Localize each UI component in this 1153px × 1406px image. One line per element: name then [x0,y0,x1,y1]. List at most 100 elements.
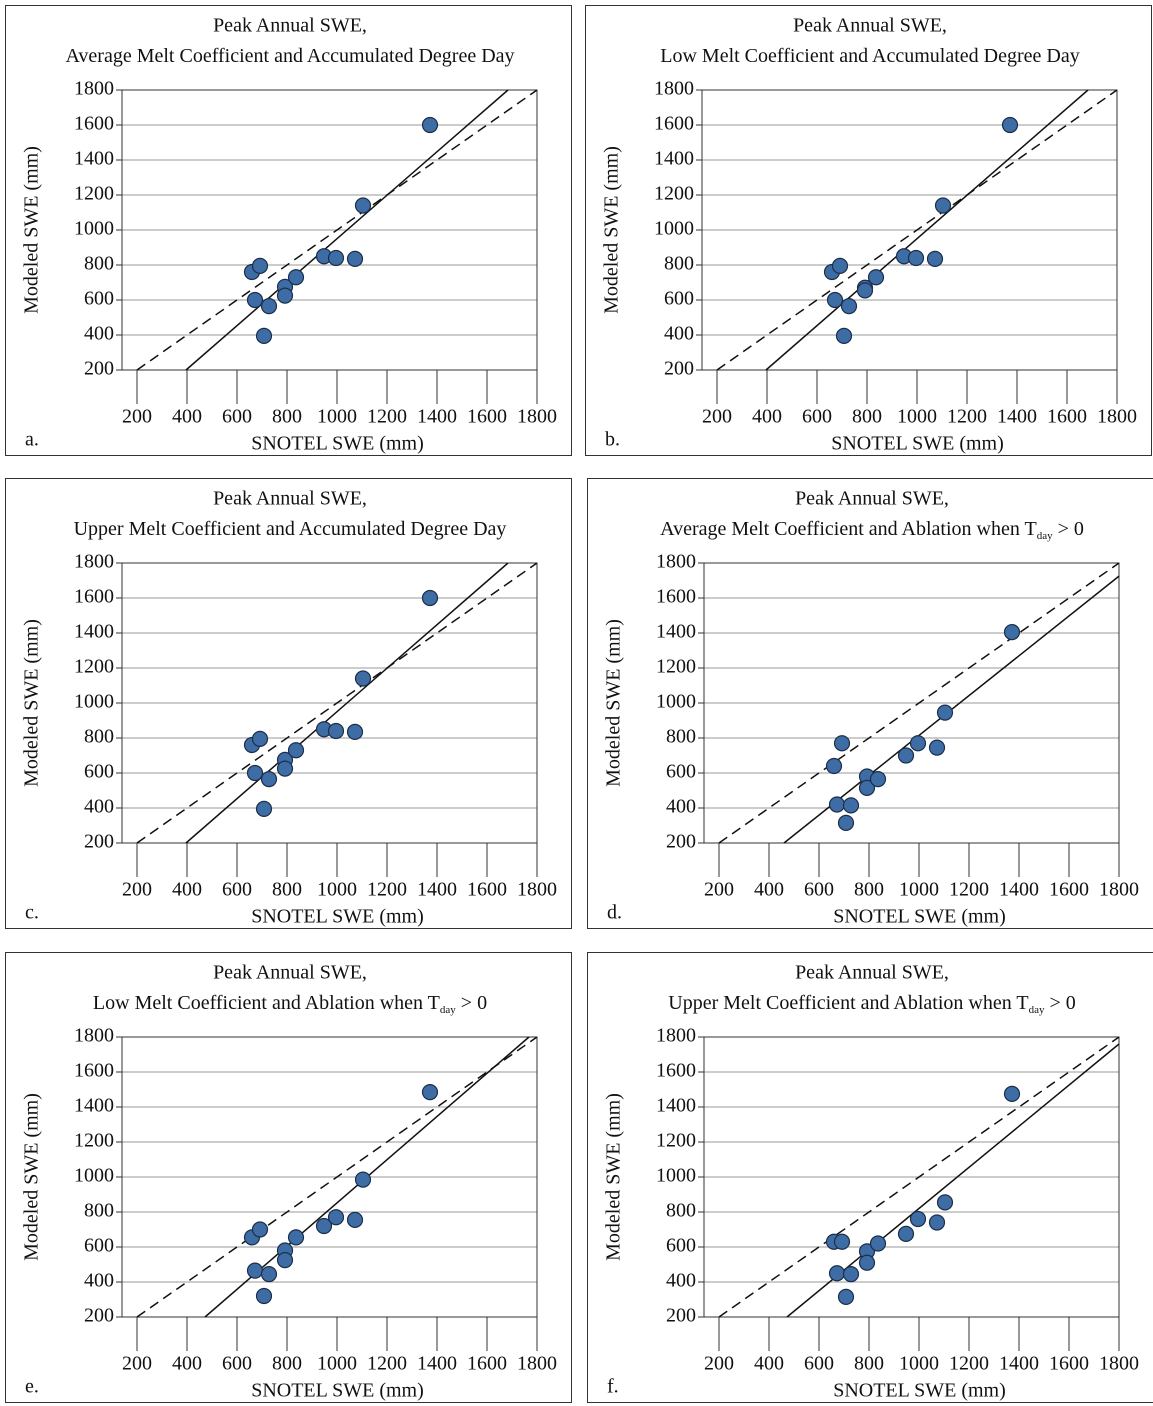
y-tick-label: 1400 [656,621,696,643]
point [276,287,294,304]
dashed-line [718,1036,1120,1318]
x-tick-label: 800 [854,879,884,901]
point [926,250,944,267]
x-tick-label: 200 [122,406,152,428]
y-tick-label: 600 [666,1235,696,1257]
y-tick-label: 600 [84,288,114,310]
dashed-line [718,562,1120,844]
subtitle-part: > 0 [1053,518,1084,540]
y-tick-label: 1600 [656,586,696,608]
y-tick-label: 800 [666,1200,696,1222]
x-tick-label: 800 [852,406,882,428]
point [327,1209,345,1226]
point [354,670,372,687]
y-tick-label: 400 [666,796,696,818]
panel-label: e. [25,1376,39,1398]
point [251,257,269,274]
x-tick-label: 600 [222,1353,252,1375]
point [287,1229,305,1246]
point [869,771,887,788]
point [327,722,345,740]
y-axis-label: Modeled SWE (mm) [21,146,43,314]
x-tick-label: 1600 [467,879,507,901]
x-tick-label: 400 [754,1353,784,1375]
panel-label: f. [607,1376,619,1398]
x-tick-label: 1600 [467,1353,507,1375]
point [934,197,952,214]
point [842,1266,860,1283]
dashed-line [136,1036,538,1318]
y-tick-label: 1800 [74,1025,114,1047]
x-tick-label: 400 [172,879,202,901]
point [327,249,345,267]
point [833,1233,851,1250]
point [260,1266,278,1283]
x-tick-label: 1200 [367,879,407,901]
x-tick-label: 800 [272,406,302,428]
x-tick-label: 1200 [367,1353,407,1375]
point [897,747,915,764]
x-tick-label: 600 [222,879,252,901]
point [421,116,439,134]
panel: Peak Annual SWE, Low Melt Coefficient and… [5,952,572,1403]
x-tick-label: 1200 [367,406,407,428]
plot-area [701,89,1118,371]
point [255,1287,273,1305]
x-tick-label: 200 [704,879,734,901]
x-tick-label: 200 [122,879,152,901]
x-tick-label: 1800 [1097,406,1137,428]
chart-title: Peak Annual SWE, [795,962,949,984]
x-tick-label: 1600 [1049,1353,1089,1375]
y-tick-label: 600 [84,1235,114,1257]
chart-subtitle: Average Melt Coefficient and Ablation wh… [660,518,1084,542]
point [260,298,278,315]
y-tick-label: 1800 [656,551,696,573]
x-tick-label: 1000 [897,406,937,428]
point [856,282,874,299]
y-tick-label: 1000 [74,691,114,713]
panel-frame [585,5,1152,456]
y-tick-label: 1200 [656,656,696,678]
chart-title: Peak Annual SWE, [793,15,947,37]
y-tick-label: 1800 [654,78,694,100]
y-tick-label: 1600 [654,113,694,135]
y-tick-label: 1600 [74,113,114,135]
y-tick-label: 1000 [74,218,114,240]
chart-title: Peak Annual SWE, [213,15,367,37]
y-tick-label: 800 [666,726,696,748]
x-axis-label: SNOTEL SWE (mm) [833,1380,1006,1402]
y-tick-label: 1200 [74,1130,114,1152]
x-tick-label: 600 [222,406,252,428]
panel-label: b. [605,429,620,451]
point [346,1211,364,1228]
point [897,1225,915,1242]
y-tick-label: 600 [666,761,696,783]
dashed-line [136,89,538,371]
point [246,764,264,782]
x-tick-label: 1200 [947,406,987,428]
point [928,739,946,756]
chart-title: Peak Annual SWE, [795,488,949,510]
x-tick-label: 1400 [997,406,1037,428]
point [1001,116,1019,134]
panel-frame [5,478,572,929]
point [260,771,278,788]
x-tick-label: 1000 [899,879,939,901]
x-tick-label: 1800 [517,879,557,901]
y-tick-label: 1200 [654,183,694,205]
x-tick-label: 1200 [949,879,989,901]
point [246,1262,264,1279]
plot-area [121,1036,538,1318]
y-tick-label: 1000 [656,691,696,713]
y-tick-label: 200 [666,1305,696,1327]
x-axis-label: SNOTEL SWE (mm) [831,433,1004,455]
panel-label: a. [25,429,39,451]
plot-area [703,1036,1120,1318]
subtitle-part: Low Melt Coefficient and Ablation when T [93,992,440,1014]
point [858,1254,876,1271]
chart-subtitle: Low Melt Coefficient and Accumulated Deg… [660,45,1079,67]
y-tick-label: 1400 [74,621,114,643]
solid-line [765,89,1089,371]
point [842,797,860,814]
y-tick-label: 400 [666,1270,696,1292]
